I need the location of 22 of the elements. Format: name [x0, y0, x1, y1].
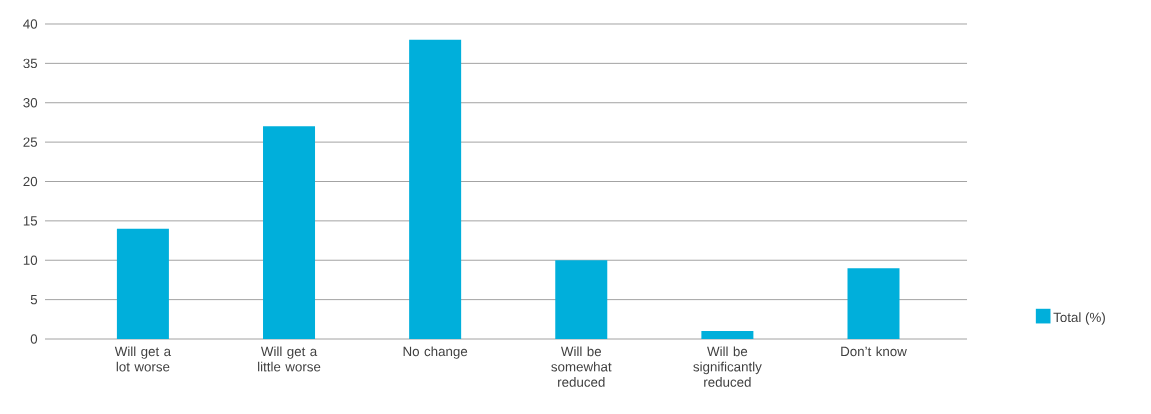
x-tick-label: Will be significantly reduced	[693, 346, 762, 387]
y-tick-label: 10	[23, 255, 38, 265]
bar	[847, 268, 900, 339]
x-tick-label: Don’t know	[841, 346, 907, 357]
legend-label: Total (%)	[1053, 312, 1105, 325]
x-tick-label: Will be somewhat reduced	[551, 346, 612, 387]
y-tick-label: 0	[30, 334, 38, 344]
x-tick-label: Will get a lot worse	[114, 346, 172, 372]
x-tick-label: Will get a little worse	[258, 346, 321, 372]
y-tick-label: 40	[23, 19, 38, 29]
y-tick-label: 25	[23, 137, 38, 147]
y-tick-label: 15	[23, 216, 38, 226]
y-tick-label: 35	[23, 58, 38, 69]
y-tick-label: 20	[23, 176, 38, 187]
y-tick-label: 5	[30, 294, 38, 305]
bar	[263, 126, 316, 339]
bar	[409, 39, 462, 339]
bar	[701, 331, 754, 339]
bar	[555, 260, 608, 339]
bar	[116, 228, 169, 339]
x-tick-label: No change	[403, 346, 468, 359]
y-tick-label: 30	[23, 98, 38, 108]
